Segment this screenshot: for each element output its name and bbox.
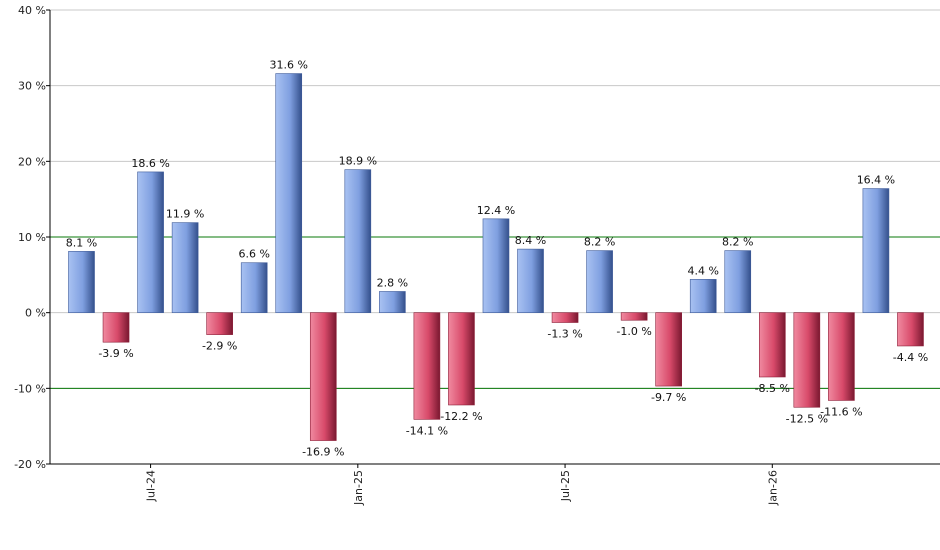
data-label: -11.6 % (820, 405, 862, 418)
x-tick-label: Jul-24 (145, 470, 158, 502)
bar (586, 250, 613, 313)
bar (793, 312, 821, 408)
data-label: 4.4 % (687, 264, 718, 277)
bar (379, 291, 406, 313)
data-label: -8.5 % (755, 382, 790, 395)
x-tick-label: Jul-25 (559, 470, 572, 502)
y-tick-label: 10 % (18, 231, 46, 244)
data-label: -16.9 % (302, 446, 344, 459)
bar (620, 312, 648, 321)
bar (240, 262, 268, 313)
data-label: -12.2 % (440, 410, 482, 423)
data-label: 31.6 % (270, 59, 308, 72)
bar (655, 312, 682, 387)
data-label: 8.2 % (584, 236, 615, 249)
bar (482, 218, 510, 313)
bar (413, 312, 441, 420)
bar (206, 312, 233, 335)
data-label: 8.2 % (722, 236, 753, 249)
data-labels: 8.1 % -3.9 % 18.6 % 11.9 % -2.9 % 6.6 % 31.6 %… (66, 59, 928, 459)
bars (68, 73, 924, 441)
y-tick-label: -10 % (14, 382, 46, 395)
y-tick-label: 40 % (18, 4, 46, 17)
data-label: 8.4 % (515, 234, 546, 247)
bar (448, 312, 475, 406)
data-label: 18.6 % (131, 157, 169, 170)
x-tick-label: Jan-25 (352, 470, 365, 506)
bar (275, 73, 303, 313)
bar (724, 250, 752, 313)
bar (344, 169, 372, 313)
data-label: -14.1 % (406, 424, 448, 437)
bar (689, 279, 717, 313)
axes: 40 % 30 % 20 % 10 % 0 % -10 % -20 % Jul-24 Jan-2… (14, 4, 940, 506)
data-label: -2.9 % (202, 340, 237, 353)
bar (517, 248, 544, 313)
data-label: -1.3 % (547, 328, 582, 341)
bar (551, 312, 579, 323)
x-tick-label: Jan-26 (766, 470, 779, 506)
bar (102, 312, 130, 343)
data-label: 6.6 % (238, 248, 269, 261)
data-label: -9.7 % (651, 391, 686, 404)
data-label: 8.1 % (66, 236, 97, 249)
data-label: 12.4 % (477, 204, 515, 217)
bar (309, 312, 337, 441)
y-tick-label: 0 % (25, 307, 46, 320)
y-tick-label: 20 % (18, 155, 46, 168)
bar (897, 312, 924, 347)
data-label: -1.0 % (616, 325, 651, 338)
bar (137, 171, 164, 313)
bar (828, 312, 855, 401)
data-label: -3.9 % (98, 347, 133, 360)
bar (68, 251, 95, 313)
bar (862, 188, 890, 313)
y-tick-label: -20 % (14, 458, 46, 471)
data-label: 18.9 % (339, 155, 377, 168)
data-label: 11.9 % (166, 208, 204, 221)
bar (171, 222, 199, 313)
data-label: -12.5 % (786, 412, 828, 425)
data-label: 16.4 % (857, 174, 895, 187)
data-label: -4.4 % (893, 351, 928, 364)
data-label: 2.8 % (377, 276, 408, 289)
bar (758, 312, 786, 378)
y-tick-label: 30 % (18, 80, 46, 93)
